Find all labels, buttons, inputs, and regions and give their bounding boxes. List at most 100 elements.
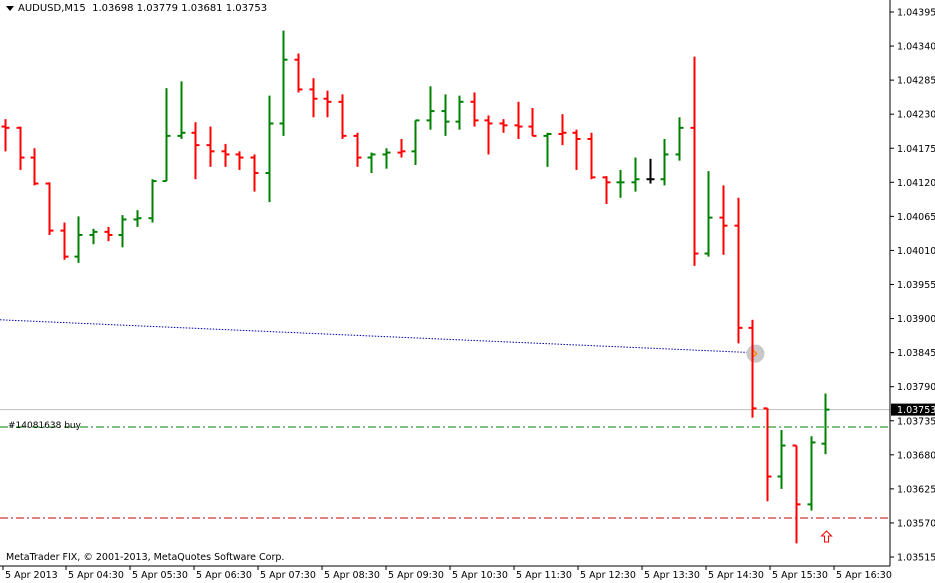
ohlc-bar [441,94,450,136]
x-tick-label: 5 Apr 06:30 [196,570,252,581]
x-tick-label: 5 Apr 12:30 [580,570,636,581]
y-tick-label: 1.04395 [897,8,935,19]
ohlc-bar [338,94,347,139]
x-tick-label: 5 Apr 05:30 [132,570,188,581]
ohlc-bar [426,86,435,130]
ohlc-bar [323,90,332,118]
buy-arrow-icon [820,530,833,543]
ohlc-bar [191,122,200,180]
y-tick-label: 1.04230 [897,110,935,121]
y-tick-label: 1.03735 [897,416,935,427]
x-tick-label: 5 Apr 2013 [5,570,58,581]
ohlc-bar [587,132,596,180]
x-tick-label: 5 Apr 15:30 [772,570,828,581]
dropdown-icon[interactable] [6,5,14,11]
ohlc-bar [221,143,230,167]
ohlc-bar [484,115,493,155]
ohlc-bar [704,171,713,257]
copyright-text: MetaTrader FIX, © 2001-2013, MetaQuotes … [6,552,285,563]
ohlc-bar [763,407,772,502]
ohlc-bar [734,197,743,344]
ohlc-bar [367,152,376,174]
y-tick-label: 1.04065 [897,212,935,223]
ohlc-bar [294,53,303,93]
ohlc-bar [235,151,244,170]
ohlc-bar [777,430,786,489]
ohlc-bar [162,88,171,183]
ohlc-bar [602,176,611,204]
y-tick-label: 1.03680 [897,450,935,461]
ohlc-bar [206,126,215,167]
y-tick-label: 1.04120 [897,178,935,189]
y-tick-label: 1.04175 [897,144,935,155]
x-tick-label: 5 Apr 09:30 [388,570,444,581]
ohlc-bar [30,148,39,186]
ohlc-bar [104,226,113,242]
ohlc-bar [631,157,640,192]
y-tick-label: 1.03515 [897,553,935,564]
ohlc-bar [543,132,552,167]
x-tick-label: 5 Apr 16:30 [836,570,892,581]
y-tick-label: 1.03955 [897,280,935,291]
ohlc-bar [675,117,684,161]
ohlc-bar [382,148,391,169]
y-tick-label: 1.03570 [897,518,935,529]
chart-header: AUDUSD,M15 1.03698 1.03779 1.03681 1.037… [6,3,267,14]
ohlc-bar [250,154,259,192]
ohlc-bar [748,319,757,418]
y-tick-label: 1.03625 [897,484,935,495]
ohlc-bar [719,185,728,255]
ohlc-bar [309,78,318,118]
y-tick-label: 1.03900 [897,314,935,325]
ohlc-bar [514,101,523,139]
ohlc-bar [397,138,406,158]
moving-average-line [0,319,753,354]
y-tick-label: 1.03790 [897,382,935,393]
x-tick-label: 5 Apr 13:30 [644,570,700,581]
current-price-box [891,403,935,416]
ohlc-bar [1,119,10,152]
ohlc-bar [118,215,127,248]
ohlc-bar [133,210,142,227]
ohlc-bar [74,216,83,263]
symbol-label: AUDUSD,M15 [18,3,86,14]
ohlc-bar [572,129,581,170]
ohlc-bar [499,119,508,133]
ohlc-bar [16,126,25,170]
y-tick-label: 1.04010 [897,246,935,257]
ohlc-bar [265,95,274,203]
ohlc-bar [279,30,288,136]
ohlc-bar [821,393,830,455]
ohlc-bar [558,114,567,146]
x-tick-label: 5 Apr 07:30 [260,570,316,581]
ohlc-bar [470,92,479,127]
ohlc-bar [616,169,625,198]
ohlc-bar [690,56,699,266]
x-tick-label: 5 Apr 10:30 [452,570,508,581]
ohlc-bar [646,158,655,184]
current-price-label: 1.03753 [897,405,935,416]
x-tick-label: 5 Apr 04:30 [68,570,124,581]
y-tick-label: 1.04340 [897,42,935,53]
y-tick-label: 1.03845 [897,348,935,359]
ohlc-bar [148,179,157,223]
ohlc-bar [660,138,669,186]
ohlc-bar [89,228,98,245]
ohlc-bar [353,132,362,167]
ohlc-bar [45,182,54,235]
ohlc-bar [528,107,537,137]
ohlc-bar [792,444,801,544]
ohlc-bar [455,95,464,130]
ohlc-bar [177,81,186,139]
ohlc-bar [60,222,69,260]
ohlc-values: 1.03698 1.03779 1.03681 1.03753 [92,3,268,14]
x-tick-label: 5 Apr 14:30 [708,570,764,581]
ohlc-bar [411,119,420,165]
ohlc-bar [807,436,816,511]
order-label: #14081638 buy [8,421,81,431]
x-tick-label: 5 Apr 11:30 [516,570,572,581]
x-tick-label: 5 Apr 08:30 [324,570,380,581]
y-tick-label: 1.04285 [897,76,935,87]
